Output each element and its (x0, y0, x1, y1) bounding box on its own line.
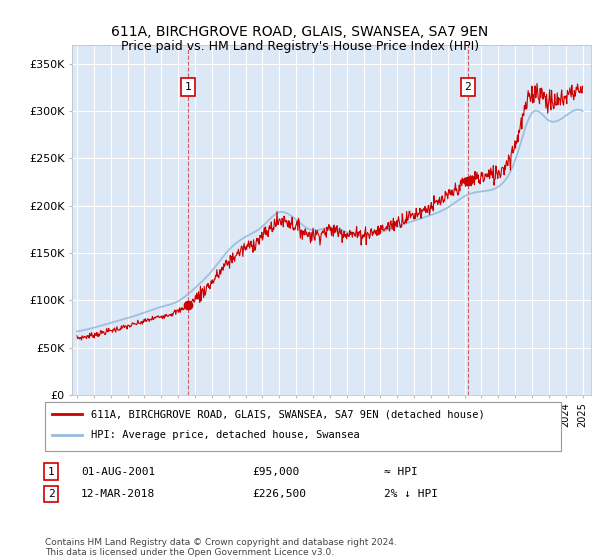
Text: 2: 2 (47, 489, 55, 499)
Text: 1: 1 (185, 82, 191, 92)
Text: 01-AUG-2001: 01-AUG-2001 (81, 466, 155, 477)
Text: 1: 1 (47, 466, 55, 477)
Text: £95,000: £95,000 (252, 466, 299, 477)
Text: HPI: Average price, detached house, Swansea: HPI: Average price, detached house, Swan… (91, 431, 360, 440)
Text: 2% ↓ HPI: 2% ↓ HPI (384, 489, 438, 499)
Text: £226,500: £226,500 (252, 489, 306, 499)
Text: Price paid vs. HM Land Registry's House Price Index (HPI): Price paid vs. HM Land Registry's House … (121, 40, 479, 53)
Text: 611A, BIRCHGROVE ROAD, GLAIS, SWANSEA, SA7 9EN (detached house): 611A, BIRCHGROVE ROAD, GLAIS, SWANSEA, S… (91, 409, 485, 419)
Text: ≈ HPI: ≈ HPI (384, 466, 418, 477)
Text: 12-MAR-2018: 12-MAR-2018 (81, 489, 155, 499)
Text: 2: 2 (464, 82, 472, 92)
Text: Contains HM Land Registry data © Crown copyright and database right 2024.
This d: Contains HM Land Registry data © Crown c… (45, 538, 397, 557)
Text: 611A, BIRCHGROVE ROAD, GLAIS, SWANSEA, SA7 9EN: 611A, BIRCHGROVE ROAD, GLAIS, SWANSEA, S… (112, 25, 488, 39)
